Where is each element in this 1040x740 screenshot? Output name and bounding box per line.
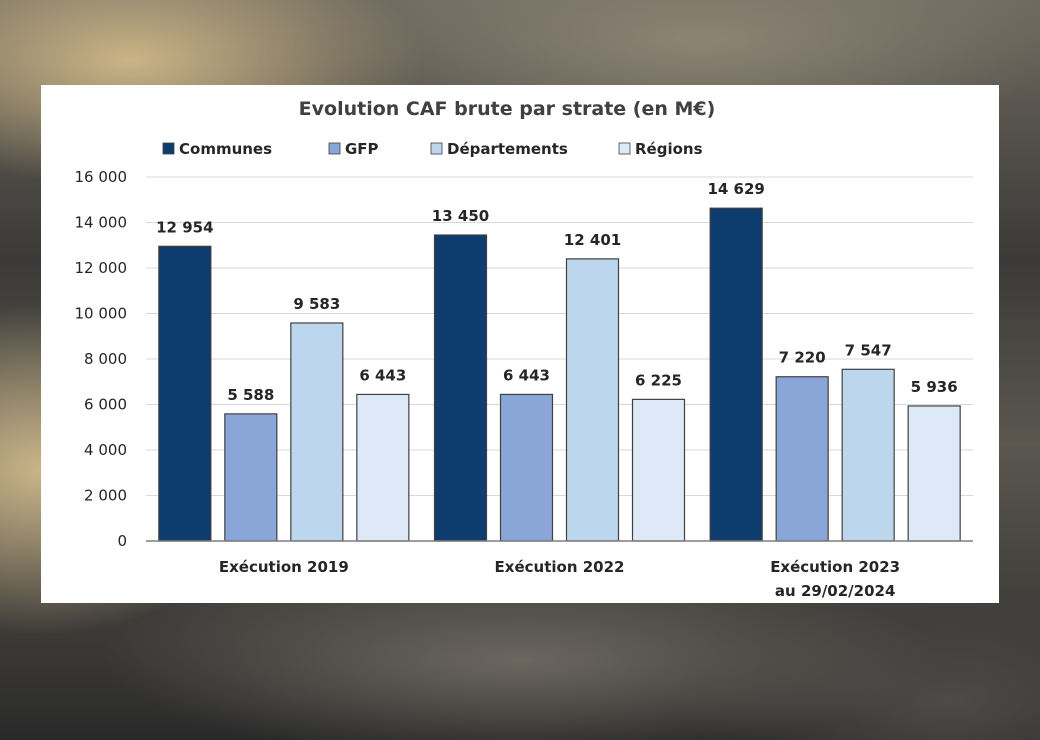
bar-gfp-1 [499, 393, 554, 542]
bar-communes-2 [709, 207, 763, 542]
chart-panel: Evolution CAF brute par strate (en M€) C… [41, 85, 999, 603]
data-label: 6 443 [359, 366, 406, 384]
data-label: 12 401 [564, 231, 621, 249]
x-category-label: Exécution 2022 [495, 558, 625, 576]
legend-swatch-1 [328, 142, 341, 155]
bar-d-partements-0 [290, 322, 344, 542]
x-category-label: Exécution 2019 [219, 558, 349, 576]
legend-label-1: GFP [345, 140, 379, 158]
bar-communes-0 [158, 245, 212, 542]
x-axis: Exécution 2019 Exécution 2022 Exécution 20… [146, 540, 973, 600]
data-label: 14 629 [707, 180, 764, 198]
y-tick-label: 0 [117, 532, 127, 550]
y-tick-label: 16 000 [75, 168, 128, 186]
legend-label-3: Régions [635, 140, 703, 158]
bar-gfp-2 [775, 376, 829, 542]
x-category-label: Exécution 2023 [770, 558, 900, 576]
x-category-label: au 29/02/2024 [775, 582, 895, 600]
bar-r-gions-1 [631, 398, 686, 542]
legend-swatch-3 [618, 142, 631, 155]
legend: Communes GFP Départements Régions [162, 140, 703, 158]
bar-r-gions-2 [907, 405, 961, 542]
legend-label-2: Départements [447, 140, 568, 158]
data-label: 7 547 [845, 341, 892, 359]
y-tick-label: 4 000 [84, 441, 127, 459]
data-label: 13 450 [432, 207, 489, 225]
data-label: 6 225 [635, 371, 682, 389]
bars [158, 207, 961, 542]
bar-communes-1 [433, 234, 488, 542]
data-label: 7 220 [779, 349, 826, 367]
gridlines [146, 176, 973, 496]
bar-r-gions-0 [356, 393, 410, 542]
y-axis: 0 2 000 4 000 6 000 8 000 10 000 12 000 14 000 1… [75, 168, 128, 550]
y-tick-label: 14 000 [75, 214, 128, 232]
y-tick-label: 6 000 [84, 396, 127, 414]
chart-title: Evolution CAF brute par strate (en M€) [299, 98, 716, 120]
bar-gfp-0 [224, 413, 278, 542]
y-tick-label: 8 000 [84, 350, 127, 368]
y-tick-label: 12 000 [75, 259, 128, 277]
data-label: 6 443 [503, 366, 550, 384]
legend-swatch-0 [162, 142, 175, 155]
data-label: 12 954 [156, 218, 213, 236]
bar-d-partements-1 [565, 258, 620, 542]
data-label: 5 588 [227, 386, 274, 404]
bar-chart: Evolution CAF brute par strate (en M€) C… [75, 98, 973, 600]
data-labels: 12 954 5 588 9 583 6 443 13 450 6 443 12 401 6 … [156, 180, 958, 404]
y-tick-label: 10 000 [75, 305, 128, 323]
y-tick-label: 2 000 [84, 487, 127, 505]
legend-label-0: Communes [179, 140, 272, 158]
legend-swatch-2 [430, 142, 443, 155]
data-label: 9 583 [293, 295, 340, 313]
data-label: 5 936 [911, 378, 958, 396]
bar-d-partements-2 [841, 368, 895, 542]
